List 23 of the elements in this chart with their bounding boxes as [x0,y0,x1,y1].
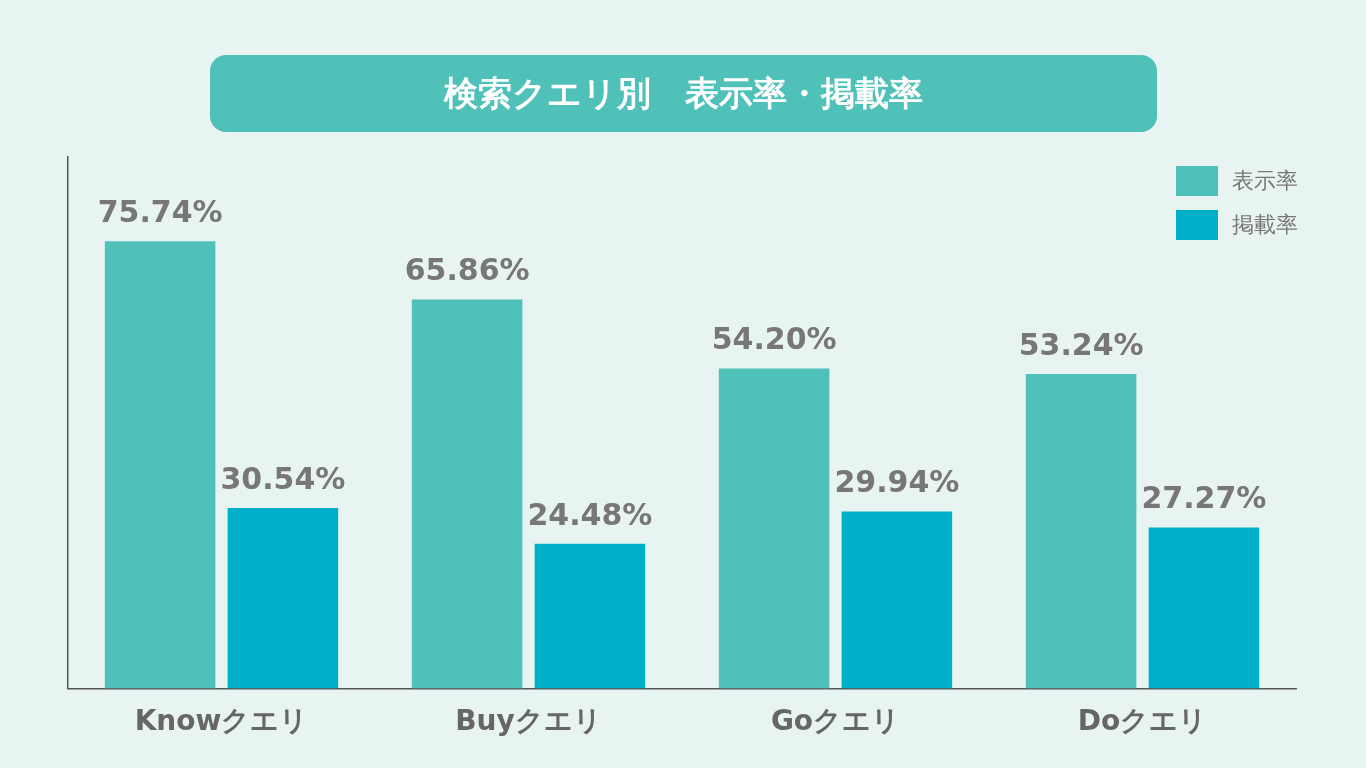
x-tick-label: Buyクエリ [455,704,602,738]
bar [841,511,953,689]
x-tick-label: Goクエリ [770,704,901,738]
data-label: 24.48% [527,496,653,532]
x-tick-label: Knowクエリ [134,704,309,738]
data-label: 65.86% [404,252,530,288]
bar [411,299,523,689]
data-label: 54.20% [711,321,837,357]
bar [227,508,339,689]
bar [104,241,216,689]
data-label: 27.27% [1141,480,1267,516]
bar [718,368,830,689]
data-label: 29.94% [834,464,960,500]
bar [1148,527,1260,689]
legend-label: 表示率 [1232,167,1298,195]
x-tick-label: Doクエリ [1077,704,1208,738]
data-label: 30.54% [220,460,346,496]
bar [1025,374,1137,689]
chart-title: 検索クエリ別 表示率・掲載率 [210,55,1157,132]
data-label: 75.74% [97,193,223,229]
legend-label: 掲載率 [1232,211,1298,239]
bar [534,543,646,689]
data-label: 53.24% [1018,326,1144,362]
